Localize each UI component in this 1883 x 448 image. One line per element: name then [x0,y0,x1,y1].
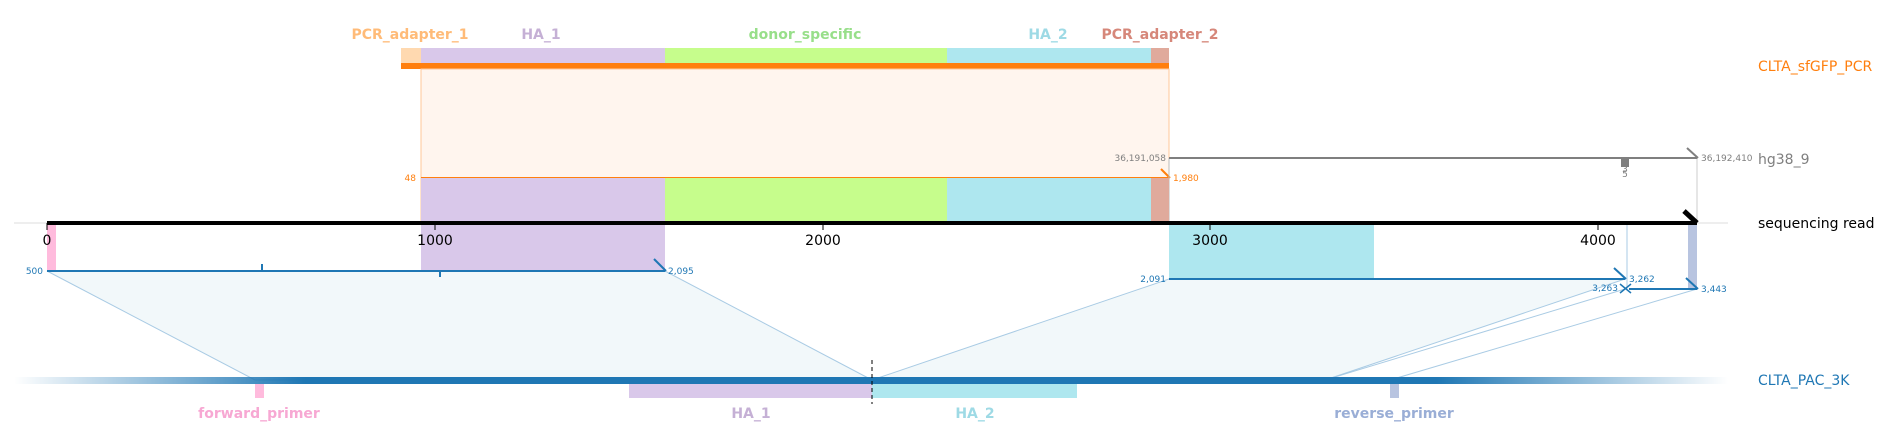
read-block-ha-1-upper [421,178,665,223]
bottom-label-reverse-primer: reverse_primer [1334,406,1454,422]
bottom-label-ha-2: HA_2 [955,406,994,422]
read-axis: 0 1000 2000 3000 4000 [14,209,1728,249]
pcr-feature-pcr-adapter-1 [401,48,421,66]
row-label-plasmid: CLTA_PAC_3K [1758,373,1850,389]
bottom-label-ha-1: HA_1 [731,406,770,422]
read-block-forward-primer [47,223,56,271]
read-feature-blocks [47,178,1697,288]
read-block-pcr-adapter-2 [1151,178,1169,223]
read-axis-tick-label-1000: 1000 [417,233,453,249]
pcr-feature-donor-specific [665,48,947,66]
bottom-label-forward-primer: forward_primer [198,406,320,422]
pcr-feature-pcr-adapter-2 [1151,48,1169,66]
plasmid-segment-a-end: 2,095 [668,267,694,277]
plasmid-alignment-track: 500 2,095 2,091 3,262 3,263 3,443 [26,223,1727,381]
bottom-feature-labels: forward_primer HA_1 HA_2 reverse_primer [198,406,1454,422]
pcr-end-coord: 1,980 [1173,174,1199,184]
top-label-pcr-adapter-2: PCR_adapter_2 [1101,27,1218,43]
top-label-donor-specific: donor_specific [749,27,862,43]
genome-start-coord: 36,191,058 [1114,154,1166,164]
plasmid-segment-b-arrow [1613,267,1627,280]
plasmid-alignment-wedge-a [1324,288,1626,381]
read-block-ha-1-lower [421,223,665,271]
plasmid-alignment-region-2 [871,278,1626,381]
plasmid-segment-c-start: 3,263 [1592,284,1618,294]
plasmid-alignment-region-1 [46,270,873,381]
read-axis-tick-label-4000: 4000 [1580,233,1616,249]
plasmid-feature-reverse-primer [1390,384,1399,398]
pcr-start-coord: 48 [405,174,417,184]
plasmid-feature-forward-primer [255,384,264,398]
read-axis-tick-label-0: 0 [43,233,52,249]
read-block-ha-2-upper [947,178,1151,223]
read-block-reverse-primer [1688,223,1697,288]
plasmid-feature-ha-2 [872,384,1077,398]
row-label-genome: hg38_9 [1758,152,1809,168]
plasmid-backbone-track [14,360,1728,404]
plasmid-alignment-wedge-b [1389,288,1698,381]
genome-small-block [1621,159,1629,167]
plasmid-feature-ha-1 [629,384,872,398]
read-axis-tick-label-2000: 2000 [805,233,841,249]
plasmid-segment-b-end: 3,262 [1629,275,1655,285]
pcr-feature-ha-1 [421,48,665,66]
top-label-pcr-adapter-1: PCR_adapter_1 [351,27,468,43]
plasmid-segment-d-arrow [1685,277,1699,290]
read-block-donor-specific [665,178,947,223]
plasmid-segment-a-arrow [653,258,667,272]
row-label-read: sequencing read [1758,216,1874,232]
top-label-ha-1: HA_1 [521,27,560,43]
top-feature-labels: PCR_adapter_1 HA_1 donor_specific HA_2 P… [351,27,1218,43]
plasmid-segment-c-mark-2 [1619,283,1632,294]
genome-end-coord: 36,192,410 [1701,154,1753,164]
pcr-bar [401,63,1169,69]
genome-track: 3 5 36,191,058 36,192,410 [1114,147,1753,223]
genome-small-coord-b: 5 [1622,170,1628,180]
read-axis-arrow [1682,209,1699,225]
plasmid-backbone [14,377,1728,384]
row-label-pcr: CLTA_sfGFP_PCR [1758,59,1872,75]
read-block-ha-2-lower [1169,223,1374,278]
genome-alignment-arrow [1686,147,1699,159]
plasmid-segment-a-start: 500 [26,267,43,277]
read-axis-tick-label-3000: 3000 [1192,233,1228,249]
plasmid-segment-d-end: 3,443 [1701,285,1727,295]
plasmid-segment-b-start: 2,091 [1140,275,1166,285]
pcr-feature-ha-2 [947,48,1151,66]
row-labels: CLTA_sfGFP_PCR hg38_9 sequencing read CL… [1758,59,1874,389]
genome-small-coord-a: 3 [1622,165,1628,175]
top-label-ha-2: HA_2 [1028,27,1067,43]
